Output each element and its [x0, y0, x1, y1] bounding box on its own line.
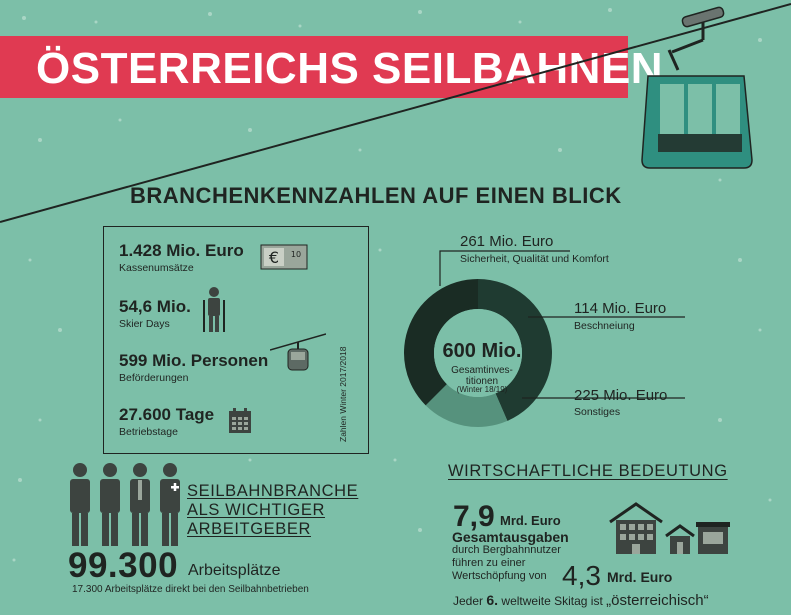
calendar-icon	[229, 408, 251, 433]
donut-total-value: 600 Mio.	[442, 340, 522, 362]
gondola-icon	[641, 6, 753, 169]
economy-text-line-2: führen zu einer	[452, 557, 526, 569]
economy-text-line-1: durch Bergbahnnutzer	[452, 544, 561, 556]
shop-icon	[696, 522, 730, 554]
kpi-passengers-label: Beförderungen	[119, 372, 189, 384]
donut-value-3: 225 Mio. Euro	[574, 387, 668, 404]
employment-unit: Arbeitsplätze	[188, 562, 281, 579]
employment-note: 17.300 Arbeitsplätze direkt bei den Seil…	[72, 584, 309, 595]
gondola-illustration	[0, 3, 791, 223]
svg-text:€: €	[269, 248, 279, 267]
donut-value-2: 114 Mio. Euro	[574, 300, 667, 317]
investment-donut-chart	[404, 279, 552, 427]
house-icon	[665, 524, 695, 554]
donut-category-1: Sicherheit, Qualität und Komfort	[460, 253, 609, 265]
economy-unit-2: Mrd. Euro	[607, 569, 673, 585]
donut-leader-lines	[439, 250, 685, 399]
skier-icon	[203, 287, 225, 332]
economy-value-1: 7,9	[453, 500, 495, 533]
kpi-days-value: 27.600 Tage	[119, 405, 215, 424]
donut-value-1: 261 Mio. Euro	[460, 233, 554, 250]
kpi-skierdays-value: 54,6 Mio.	[119, 297, 191, 316]
donut-total-label: Gesamtinves-titionen	[451, 365, 513, 387]
employment-value: 99.300	[68, 546, 179, 585]
worker-figure	[70, 463, 90, 546]
economy-label-1: Gesamtausgaben	[452, 529, 569, 545]
houses-icon	[609, 502, 730, 554]
kpi-revenue-label: Kassenumsätze	[119, 262, 194, 274]
donut-slice-2	[425, 384, 508, 427]
economy-text-line-3: Wertschöpfung von	[452, 570, 547, 582]
donut-category-2: Beschneiung	[574, 320, 635, 332]
donut-slice-3	[404, 279, 478, 406]
kpi-box	[103, 226, 369, 454]
section-subtitle: BRANCHENKENNZAHLEN AUF EINEN BLICK	[130, 183, 622, 208]
donut-category-3: Sonstiges	[574, 406, 621, 418]
title-banner	[0, 36, 628, 98]
hotel-icon	[609, 502, 663, 554]
workers-icon	[70, 463, 180, 546]
economy-unit-1: Mrd. Euro	[500, 513, 561, 528]
donut-total-sub: (Winter 18/19)	[456, 385, 508, 394]
donut-slice-1	[478, 279, 552, 421]
kpi-skierdays-label: Skier Days	[119, 318, 170, 330]
euro-banknote-icon: € 10	[260, 244, 308, 270]
small-gondola-icon	[270, 333, 326, 371]
economy-title: WIRTSCHAFTLICHE BEDEUTUNG	[448, 462, 728, 480]
kpi-source-note: Zahlen Winter 2017/2018	[338, 346, 348, 442]
svg-text:10: 10	[291, 250, 301, 259]
donut-hole	[434, 309, 522, 397]
economy-footer: Jeder 6. weltweite Skitag ist „österreic…	[453, 592, 709, 609]
kpi-passengers-value: 599 Mio. Personen	[119, 351, 269, 370]
kpi-days-label: Betriebstage	[119, 426, 178, 438]
kpi-revenue-value: 1.428 Mio. Euro	[119, 241, 244, 260]
employment-title: SEILBAHNBRANCHE ALS WICHTIGER ARBEITGEBE…	[187, 482, 359, 538]
economy-value-2: 4,3	[562, 560, 601, 591]
